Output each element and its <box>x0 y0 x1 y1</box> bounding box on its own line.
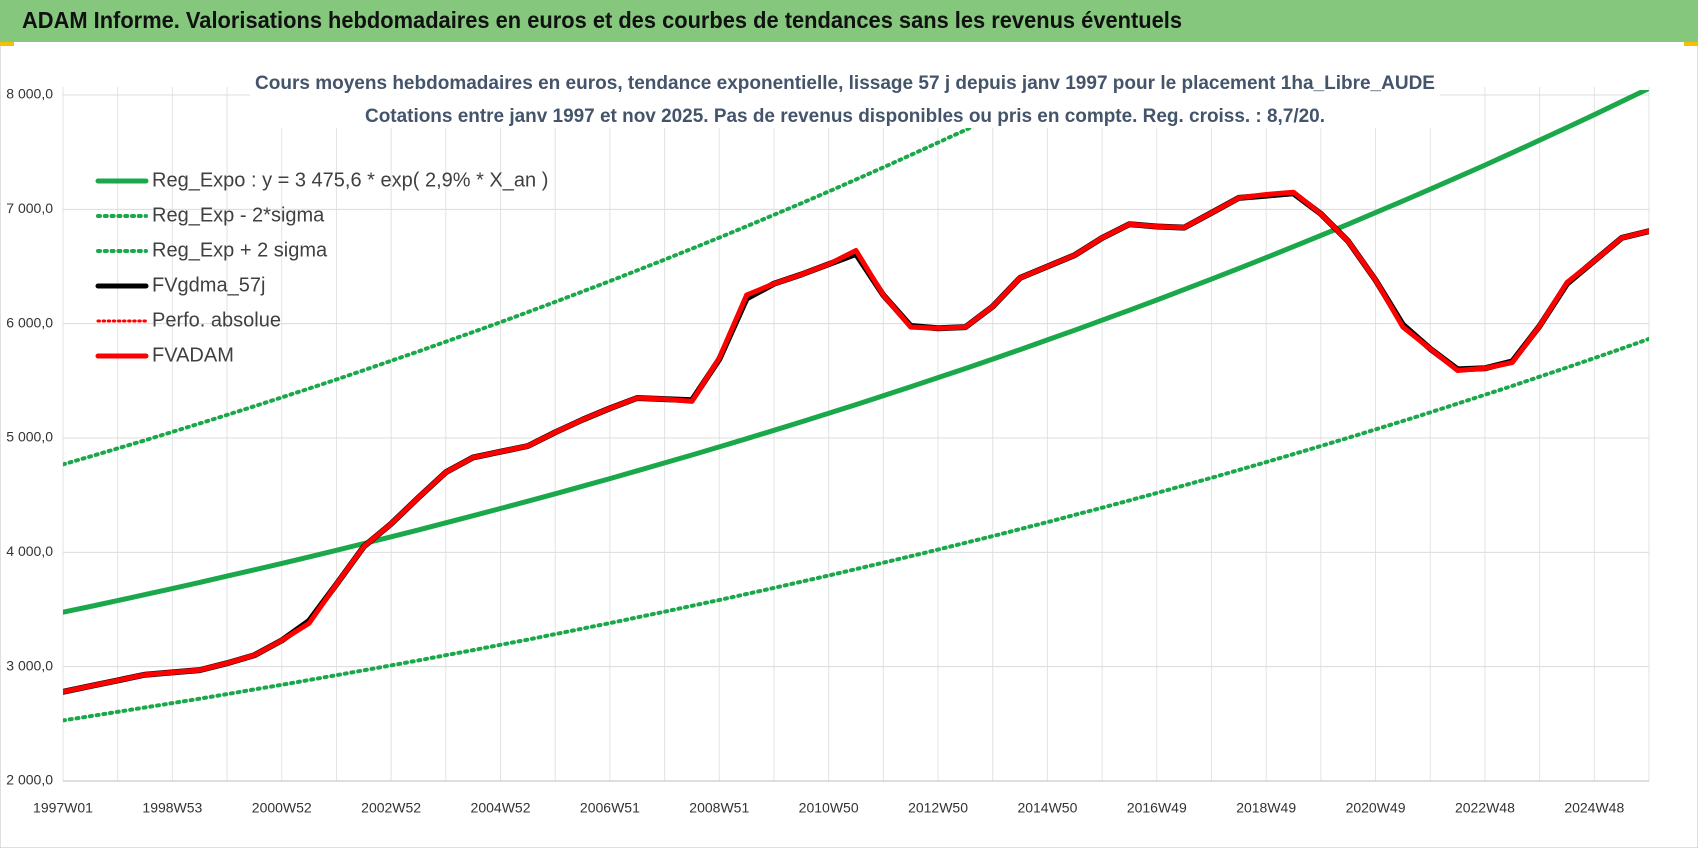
x-tick-label: 2000W52 <box>252 800 312 816</box>
y-tick-label: 4 000,0 <box>6 543 53 559</box>
y-tick-label: 3 000,0 <box>6 657 53 673</box>
series-line <box>63 90 1649 615</box>
legend-label: FVgdma_57j <box>152 274 265 296</box>
x-tick-label: 2002W52 <box>361 800 421 816</box>
x-tick-label: 2022W48 <box>1455 800 1515 816</box>
series-line <box>63 90 1054 467</box>
y-tick-label: 7 000,0 <box>6 200 53 216</box>
y-tick-label: 6 000,0 <box>6 314 53 330</box>
legend-label: Reg_Exp + 2 sigma <box>152 239 328 261</box>
legend-label: Reg_Exp - 2*sigma <box>152 204 325 226</box>
series-line <box>63 336 1649 723</box>
subtitle-box <box>250 64 1440 128</box>
x-tick-label: 2020W49 <box>1346 800 1406 816</box>
x-tick-label: 2010W50 <box>799 800 859 816</box>
x-tick-label: 2008W51 <box>689 800 749 816</box>
corner-mark <box>0 42 14 46</box>
subtitle: Cours moyens hebdomadaires en euros, ten… <box>255 73 1435 94</box>
chart-title: ADAM Informe. Valorisations hebdomadaire… <box>22 7 1182 33</box>
y-tick-label: 2 000,0 <box>6 772 53 788</box>
x-tick-label: 2018W49 <box>1236 800 1296 816</box>
x-tick-label: 2024W48 <box>1564 800 1624 816</box>
series-line <box>63 189 1649 695</box>
y-tick-label: 5 000,0 <box>6 429 53 445</box>
x-tick-label: 2012W50 <box>908 800 968 816</box>
corner-mark <box>1684 42 1698 46</box>
legend-label: Perfo. absolue <box>152 309 281 331</box>
title-bar <box>0 0 1698 42</box>
x-tick-label: 2014W50 <box>1017 800 1077 816</box>
legend-label: FVADAM <box>152 344 234 366</box>
y-tick-label: 8 000,0 <box>6 86 53 102</box>
x-tick-label: 1998W53 <box>142 800 202 816</box>
x-tick-label: 1997W01 <box>33 800 93 816</box>
legend: Reg_Expo : y = 3 475,6 * exp( 2,9% * X_a… <box>95 169 548 366</box>
plot-area <box>63 90 1649 723</box>
x-tick-label: 2004W52 <box>471 800 531 816</box>
x-tick-label: 2016W49 <box>1127 800 1187 816</box>
x-tick-label: 2006W51 <box>580 800 640 816</box>
subtitle: Cotations entre janv 1997 et nov 2025. P… <box>365 106 1325 127</box>
legend-label: Reg_Expo : y = 3 475,6 * exp( 2,9% * X_a… <box>152 169 548 191</box>
